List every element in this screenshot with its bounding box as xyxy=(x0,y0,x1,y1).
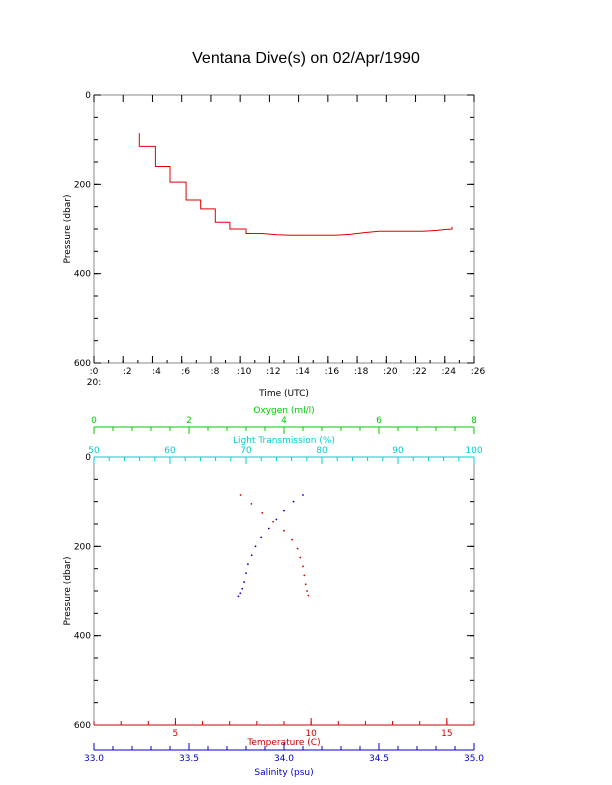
salinity-point xyxy=(302,494,304,496)
temperature-point xyxy=(303,574,306,577)
temperature-point xyxy=(261,511,264,514)
temperature-point xyxy=(239,494,242,496)
temperature-point xyxy=(307,594,310,597)
salinity-point xyxy=(267,527,270,530)
x-tick-label: :20 xyxy=(383,367,398,377)
x-tick-label: :12 xyxy=(266,367,280,377)
salinity-point xyxy=(250,554,253,557)
x-axis-label: Time (UTC) xyxy=(258,389,309,399)
y-tick-label: 200 xyxy=(74,180,91,190)
param-axis-label: Light Transmission (%) xyxy=(233,436,335,446)
x-tick-label: :6 xyxy=(181,367,190,377)
y-tick-label: 600 xyxy=(74,721,91,731)
x-tick-label: :4 xyxy=(152,367,161,377)
x-tick-label: :8 xyxy=(211,367,220,377)
x-tick-label: :24 xyxy=(442,367,457,377)
y-tick-label: 400 xyxy=(74,270,91,280)
y-axis-label: Pressure (dbar) xyxy=(63,195,73,264)
temperature-point xyxy=(283,529,285,532)
salinity-point xyxy=(254,545,257,548)
temperature-point xyxy=(272,520,275,523)
param-tick-label: 15 xyxy=(441,729,452,739)
pressure-trace-line xyxy=(138,132,453,236)
param-tick-label: 0 xyxy=(91,416,97,426)
x-tick-label: :26 xyxy=(471,367,486,377)
param-tick-label: 10 xyxy=(305,729,317,739)
param-tick-label: 4 xyxy=(281,416,287,426)
x-tick-label: :22 xyxy=(412,367,426,377)
salinity-point xyxy=(275,518,278,521)
x-tick-label: :10 xyxy=(237,367,252,377)
param-tick-label: 34.5 xyxy=(369,754,389,764)
y-axis-label: Pressure (dbar) xyxy=(63,557,73,626)
y-tick-label: 200 xyxy=(74,542,91,552)
y-tick-label: 0 xyxy=(85,453,91,463)
salinity-point xyxy=(292,500,295,503)
param-tick-label: 50 xyxy=(88,446,100,456)
param-tick-label: 80 xyxy=(316,446,328,456)
x-tick-label: :2 xyxy=(123,367,132,377)
param-axis-label: Oxygen (ml/l) xyxy=(253,406,314,416)
salinity-point xyxy=(245,572,247,575)
param-tick-label: 70 xyxy=(240,446,252,456)
salinity-point xyxy=(247,563,249,566)
salinity-point xyxy=(239,592,242,595)
param-tick-label: 33.5 xyxy=(179,754,199,764)
param-tick-label: 33.0 xyxy=(84,754,104,764)
salinity-point xyxy=(260,536,263,539)
temperature-point xyxy=(250,503,253,505)
param-tick-label: 6 xyxy=(376,416,382,426)
param-tick-label: 90 xyxy=(392,446,404,456)
param-tick-label: 60 xyxy=(164,446,176,456)
x-tick-label: :18 xyxy=(354,367,369,377)
salinity-point xyxy=(243,581,246,583)
param-tick-label: 34.0 xyxy=(274,754,294,764)
temperature-point xyxy=(304,583,307,586)
y-tick-label: 0 xyxy=(85,91,91,101)
salinity-point xyxy=(241,587,244,590)
param-tick-label: 5 xyxy=(173,729,179,739)
page-title: Ventana Dive(s) on 02/Apr/1990 xyxy=(192,50,420,67)
param-tick-label: 8 xyxy=(471,416,477,426)
temperature-point xyxy=(296,547,299,550)
x-tick-label: :0 xyxy=(90,367,99,377)
salinity-point xyxy=(237,595,240,598)
salinity-point xyxy=(283,509,285,512)
plot-frame xyxy=(93,94,475,364)
param-tick-label: 35.0 xyxy=(464,754,484,764)
x-hour-label: 20: xyxy=(87,378,101,388)
param-axis-label: Salinity (psu) xyxy=(254,768,313,778)
param-tick-label: 2 xyxy=(186,416,192,426)
param-tick-label: 100 xyxy=(465,446,482,456)
temperature-point xyxy=(302,565,304,568)
x-tick-label: :14 xyxy=(295,367,310,377)
temperature-point xyxy=(306,590,308,592)
temperature-point xyxy=(299,556,302,559)
y-tick-label: 400 xyxy=(74,632,91,642)
x-tick-label: :16 xyxy=(325,367,340,377)
temperature-point xyxy=(291,538,294,541)
y-tick-label: 600 xyxy=(74,359,91,369)
